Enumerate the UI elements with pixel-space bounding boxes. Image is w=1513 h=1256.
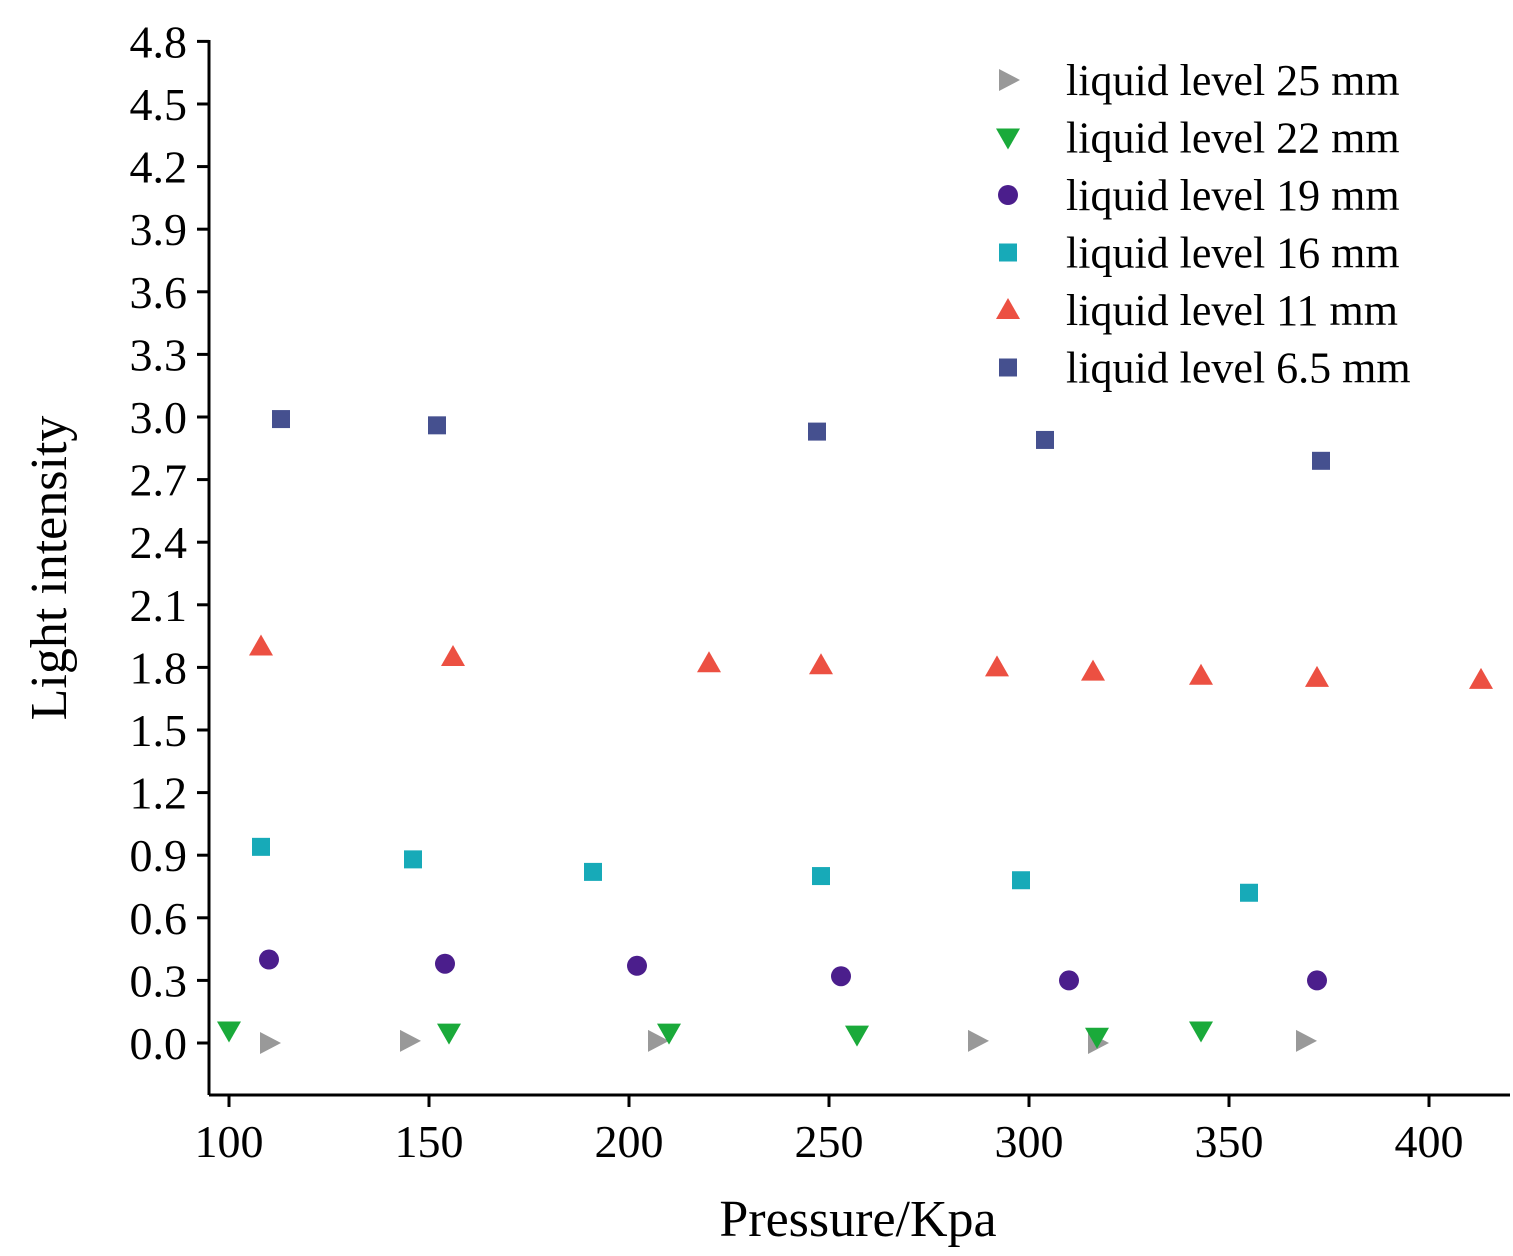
y-tick-label: 3.6 (130, 267, 188, 318)
legend-marker (996, 298, 1020, 319)
x-tick-label: 300 (995, 1116, 1064, 1167)
data-point (985, 655, 1009, 677)
series-3 (252, 837, 1258, 902)
y-tick-label: 1.2 (130, 768, 188, 819)
x-axis-title: Pressure/Kpa (719, 1191, 996, 1248)
data-point (217, 1021, 241, 1043)
data-point (400, 1029, 421, 1052)
data-point (968, 1029, 989, 1052)
legend-label: liquid level 16 mm (1066, 229, 1400, 278)
y-tick-label: 0.9 (130, 830, 188, 881)
y-tick-label: 3.3 (130, 329, 188, 380)
data-point (808, 422, 826, 441)
x-tick-label: 100 (195, 1116, 264, 1167)
data-point (657, 1023, 681, 1045)
data-point (1312, 451, 1330, 470)
data-point (249, 634, 273, 656)
axes: 0.0 0.3 0.6 0.9 1.2 1.5 1.8 2.1 2.4 2.7 3.0 3.3 3.6 3… (130, 16, 1510, 1167)
data-point (1296, 1029, 1317, 1052)
data-point (831, 966, 851, 987)
legend-label: liquid level 25 mm (1066, 56, 1400, 105)
data-point (1307, 970, 1327, 991)
data-point (435, 953, 455, 974)
data-point (252, 837, 270, 856)
y-tick-label: 4.5 (130, 79, 188, 130)
y-tick-label: 0.6 (130, 893, 188, 944)
y-tick-label: 2.4 (130, 517, 188, 568)
legend-label: liquid level 6.5 mm (1066, 344, 1411, 393)
y-tick-label: 3.9 (130, 204, 188, 255)
data-point (1059, 970, 1079, 991)
y-tick-label: 0.3 (130, 955, 188, 1006)
series-1 (217, 1021, 1213, 1049)
data-point (1085, 1027, 1109, 1049)
x-tick-label: 200 (595, 1116, 664, 1167)
data-point (260, 1032, 281, 1054)
legend-label: liquid level 22 mm (1066, 114, 1400, 163)
y-tick-label: 3.0 (130, 392, 188, 443)
legend-marker (999, 358, 1017, 377)
y-tick-label: 4.2 (130, 142, 188, 193)
data-point (1189, 1021, 1213, 1043)
data-point (428, 416, 446, 435)
series-0 (260, 1029, 1317, 1054)
data-points (217, 410, 1493, 1054)
data-point (697, 651, 721, 673)
data-point (648, 1029, 669, 1052)
data-point (1240, 883, 1258, 902)
y-tick-label: 2.7 (130, 455, 188, 506)
data-point (1081, 659, 1105, 681)
series-4 (249, 634, 1493, 689)
legend-label: liquid level 19 mm (1066, 171, 1400, 220)
data-point (809, 653, 833, 675)
series-2 (259, 949, 1327, 991)
y-tick-label: 4.8 (130, 16, 188, 67)
data-point (627, 955, 647, 976)
x-tick-label: 350 (1195, 1116, 1264, 1167)
legend: liquid level 25 mm liquid level 22 mm liqu… (996, 56, 1411, 393)
legend-marker (998, 185, 1018, 205)
data-point (1036, 430, 1054, 449)
data-point (1305, 665, 1329, 687)
data-point (272, 410, 290, 429)
data-point (1469, 667, 1493, 689)
y-tick-label: 1.8 (130, 642, 188, 693)
y-tick-label: 1.5 (130, 705, 188, 756)
x-tick-label: 250 (795, 1116, 864, 1167)
legend-marker (996, 128, 1020, 150)
data-point (259, 949, 279, 970)
data-point (812, 867, 830, 886)
data-point (1012, 871, 1030, 890)
legend-label: liquid level 11 mm (1066, 286, 1398, 335)
legend-marker (999, 69, 1020, 91)
data-point (845, 1025, 869, 1047)
series-5 (272, 410, 1330, 470)
legend-marker (999, 243, 1017, 262)
data-point (584, 862, 602, 881)
data-point (1189, 663, 1213, 685)
data-point (441, 644, 465, 666)
x-tick-label: 400 (1395, 1116, 1464, 1167)
x-tick-label: 150 (395, 1116, 464, 1167)
data-point (404, 850, 422, 869)
y-tick-label: 0.0 (130, 1018, 188, 1069)
y-tick-label: 2.1 (130, 580, 188, 631)
data-point (437, 1023, 461, 1045)
y-axis-title: Light intensity (21, 416, 78, 721)
